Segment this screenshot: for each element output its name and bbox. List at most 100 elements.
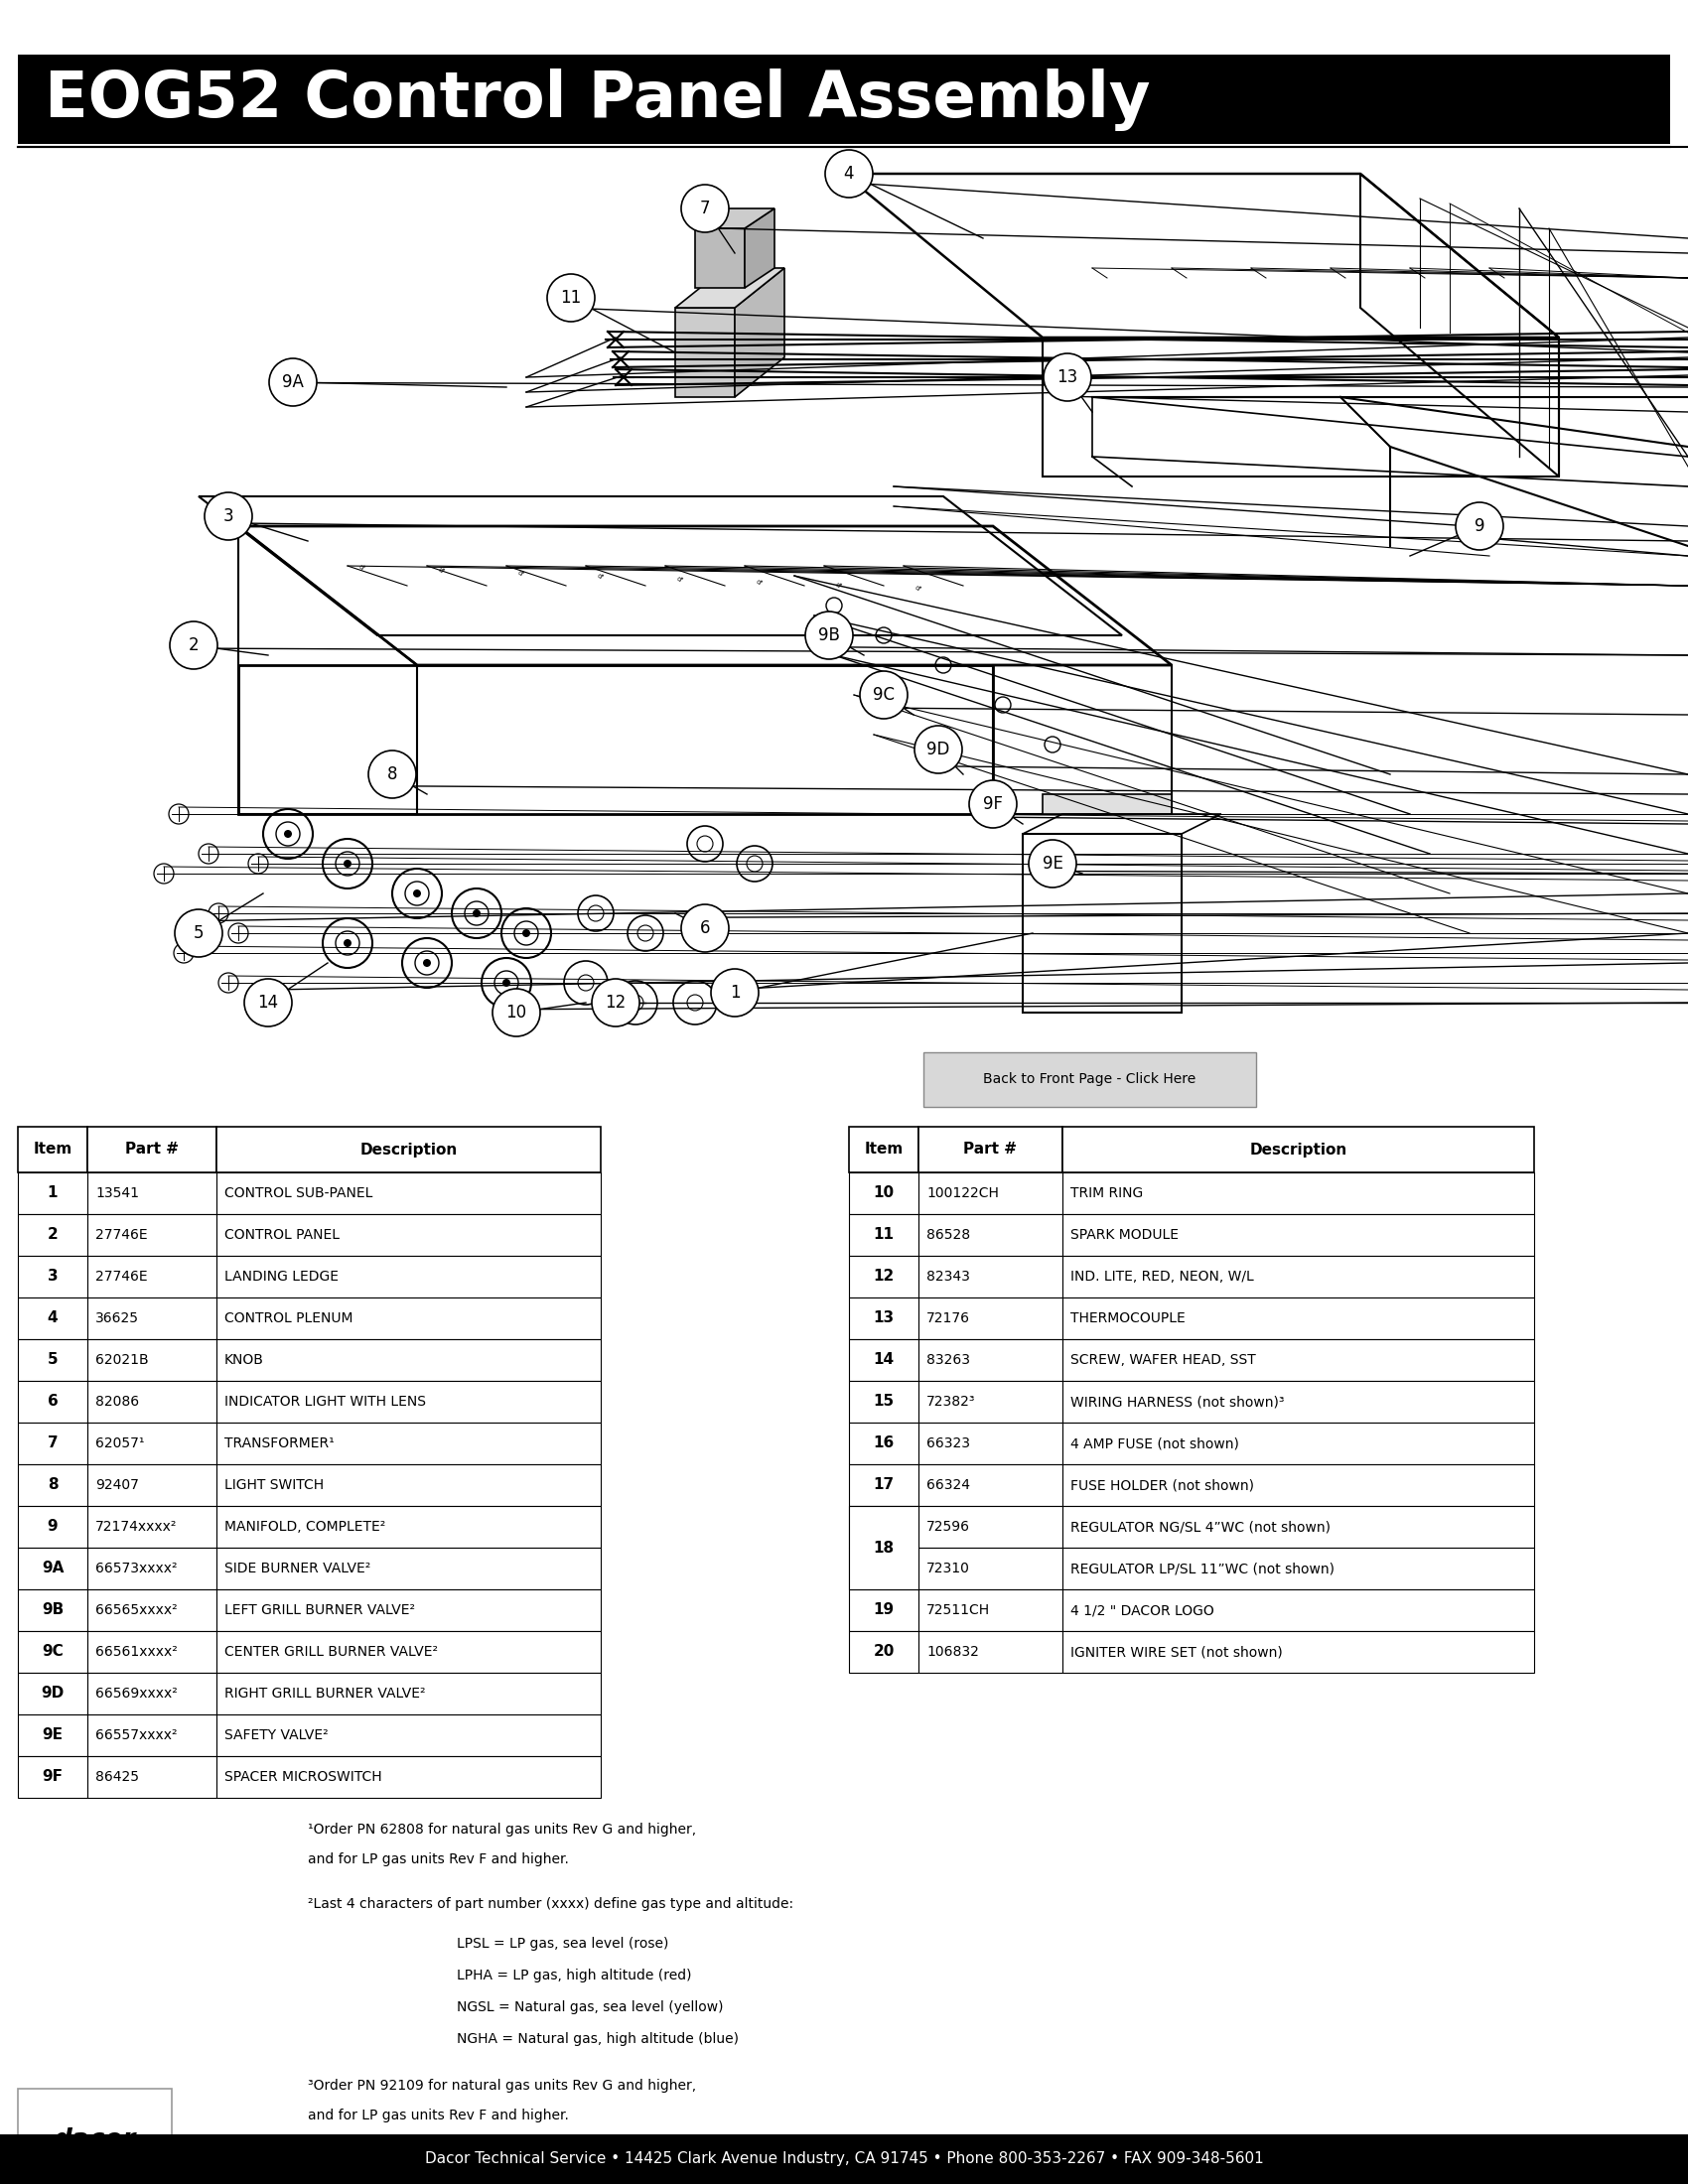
- Circle shape: [682, 186, 729, 232]
- FancyBboxPatch shape: [19, 1339, 88, 1380]
- Text: LPHA = LP gas, high altitude (red): LPHA = LP gas, high altitude (red): [457, 1968, 692, 1983]
- Circle shape: [592, 978, 640, 1026]
- Text: THERMOCOUPLE: THERMOCOUPLE: [1070, 1310, 1185, 1326]
- Text: 5: 5: [194, 924, 204, 941]
- Text: 27746E: 27746E: [95, 1269, 147, 1284]
- Text: 8: 8: [387, 764, 397, 784]
- FancyBboxPatch shape: [1062, 1214, 1534, 1256]
- Text: CONTROL SUB-PANEL: CONTROL SUB-PANEL: [225, 1186, 373, 1201]
- FancyBboxPatch shape: [19, 1548, 88, 1590]
- Circle shape: [245, 978, 292, 1026]
- FancyBboxPatch shape: [918, 1173, 1062, 1214]
- Text: 72596: 72596: [927, 1520, 971, 1533]
- Circle shape: [969, 780, 1016, 828]
- FancyBboxPatch shape: [19, 1756, 88, 1797]
- Text: SPARK MODULE: SPARK MODULE: [1070, 1227, 1178, 1243]
- Text: 66557xxxx²: 66557xxxx²: [95, 1728, 177, 1743]
- FancyBboxPatch shape: [923, 1053, 1256, 1107]
- FancyBboxPatch shape: [216, 1673, 601, 1714]
- Text: IGNITER WIRE SET (not shown): IGNITER WIRE SET (not shown): [1070, 1645, 1283, 1660]
- Text: NGSL = Natural gas, sea level (yellow): NGSL = Natural gas, sea level (yellow): [457, 2001, 724, 2014]
- FancyBboxPatch shape: [216, 1380, 601, 1422]
- FancyBboxPatch shape: [88, 1507, 216, 1548]
- FancyBboxPatch shape: [88, 1548, 216, 1590]
- FancyBboxPatch shape: [216, 1507, 601, 1548]
- FancyBboxPatch shape: [216, 1173, 601, 1214]
- Polygon shape: [695, 229, 744, 288]
- Text: 10: 10: [506, 1005, 527, 1022]
- Circle shape: [344, 860, 351, 867]
- FancyBboxPatch shape: [1062, 1590, 1534, 1631]
- FancyBboxPatch shape: [216, 1339, 601, 1380]
- FancyBboxPatch shape: [1062, 1507, 1534, 1548]
- Text: 92407: 92407: [95, 1479, 138, 1492]
- FancyBboxPatch shape: [19, 1714, 88, 1756]
- FancyBboxPatch shape: [918, 1507, 1062, 1548]
- Text: 13541: 13541: [95, 1186, 138, 1201]
- Text: TRIM RING: TRIM RING: [1070, 1186, 1143, 1201]
- FancyBboxPatch shape: [1062, 1631, 1534, 1673]
- FancyBboxPatch shape: [849, 1214, 918, 1256]
- FancyBboxPatch shape: [1062, 1173, 1534, 1214]
- Text: FUSE HOLDER (not shown): FUSE HOLDER (not shown): [1070, 1479, 1254, 1492]
- FancyBboxPatch shape: [849, 1548, 918, 1590]
- Text: 7: 7: [701, 199, 711, 218]
- FancyBboxPatch shape: [849, 1507, 918, 1548]
- Text: 3: 3: [47, 1269, 57, 1284]
- Polygon shape: [675, 308, 734, 397]
- Circle shape: [414, 889, 420, 898]
- Circle shape: [859, 670, 908, 719]
- Text: dacor: dacor: [52, 2127, 135, 2153]
- Text: d': d': [755, 579, 763, 587]
- Text: 9E: 9E: [1041, 854, 1063, 874]
- Text: 11: 11: [560, 288, 581, 306]
- Text: and for LP gas units Rev F and higher.: and for LP gas units Rev F and higher.: [307, 1852, 569, 1867]
- Text: Item: Item: [864, 1142, 903, 1158]
- Text: 27746E: 27746E: [95, 1227, 147, 1243]
- Text: 4 AMP FUSE (not shown): 4 AMP FUSE (not shown): [1070, 1437, 1239, 1450]
- Text: 9F: 9F: [982, 795, 1003, 812]
- Text: 5: 5: [47, 1352, 57, 1367]
- Text: WIRING HARNESS (not shown)³: WIRING HARNESS (not shown)³: [1070, 1396, 1285, 1409]
- FancyBboxPatch shape: [88, 1714, 216, 1756]
- Text: 12: 12: [604, 994, 626, 1011]
- Text: 100122CH: 100122CH: [927, 1186, 999, 1201]
- FancyBboxPatch shape: [216, 1297, 601, 1339]
- Text: SAFETY VALVE²: SAFETY VALVE²: [225, 1728, 327, 1743]
- Text: d': d': [834, 581, 842, 590]
- Text: d': d': [358, 563, 366, 572]
- FancyBboxPatch shape: [216, 1422, 601, 1463]
- Text: 16: 16: [873, 1437, 895, 1450]
- FancyBboxPatch shape: [19, 1256, 88, 1297]
- Text: MANIFOLD, COMPLETE²: MANIFOLD, COMPLETE²: [225, 1520, 385, 1533]
- Text: SPACER MICROSWITCH: SPACER MICROSWITCH: [225, 1769, 381, 1784]
- Text: 66573xxxx²: 66573xxxx²: [95, 1562, 177, 1575]
- Text: 72382³: 72382³: [927, 1396, 976, 1409]
- Text: The Life of the Kitchen.®: The Life of the Kitchen.®: [34, 2169, 155, 2177]
- Text: 83263: 83263: [927, 1354, 971, 1367]
- Text: 9A: 9A: [282, 373, 304, 391]
- Text: TRANSFORMER¹: TRANSFORMER¹: [225, 1437, 334, 1450]
- Text: 66324: 66324: [927, 1479, 971, 1492]
- Circle shape: [1028, 841, 1077, 887]
- FancyBboxPatch shape: [849, 1422, 918, 1463]
- Circle shape: [711, 970, 758, 1016]
- FancyBboxPatch shape: [849, 1173, 918, 1214]
- FancyBboxPatch shape: [849, 1256, 918, 1297]
- Text: LANDING LEDGE: LANDING LEDGE: [225, 1269, 339, 1284]
- Text: 4 1/2 " DACOR LOGO: 4 1/2 " DACOR LOGO: [1070, 1603, 1214, 1616]
- FancyBboxPatch shape: [19, 1380, 88, 1422]
- Circle shape: [522, 928, 530, 937]
- Text: 9B: 9B: [42, 1603, 64, 1618]
- Circle shape: [682, 904, 729, 952]
- Text: 72511CH: 72511CH: [927, 1603, 991, 1616]
- Text: 9A: 9A: [42, 1562, 64, 1577]
- Text: REGULATOR NG/SL 4”WC (not shown): REGULATOR NG/SL 4”WC (not shown): [1070, 1520, 1330, 1533]
- Text: 3: 3: [223, 507, 233, 524]
- FancyBboxPatch shape: [216, 1127, 601, 1173]
- Text: 12: 12: [873, 1269, 895, 1284]
- Circle shape: [424, 959, 430, 968]
- FancyBboxPatch shape: [19, 1673, 88, 1714]
- Text: 36625: 36625: [95, 1310, 138, 1326]
- Text: 72176: 72176: [927, 1310, 971, 1326]
